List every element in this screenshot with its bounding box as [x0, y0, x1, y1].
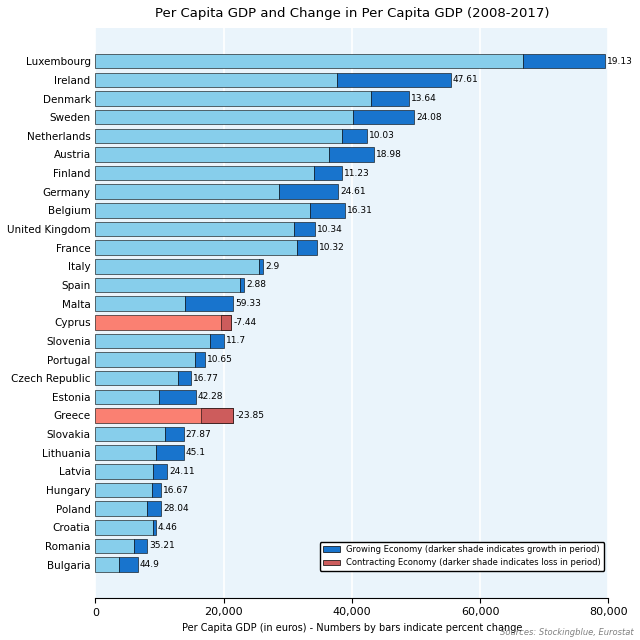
Bar — [200, 408, 234, 423]
Bar — [95, 483, 152, 497]
Bar — [221, 315, 232, 330]
Bar — [95, 539, 134, 553]
Bar — [153, 520, 156, 534]
Text: 45.1: 45.1 — [186, 448, 206, 457]
Bar — [342, 129, 367, 143]
Bar — [241, 278, 244, 292]
Bar — [95, 520, 153, 534]
Text: 2.88: 2.88 — [246, 280, 266, 289]
Text: -23.85: -23.85 — [236, 411, 264, 420]
Bar — [314, 166, 342, 180]
Text: 24.11: 24.11 — [169, 467, 195, 476]
Text: 16.77: 16.77 — [193, 374, 219, 383]
Text: 42.28: 42.28 — [198, 392, 223, 401]
Bar — [353, 110, 414, 124]
Text: 11.23: 11.23 — [344, 168, 369, 177]
Text: 59.33: 59.33 — [236, 299, 261, 308]
Text: 10.34: 10.34 — [317, 225, 342, 234]
Text: 47.61: 47.61 — [452, 76, 478, 84]
Text: 13.64: 13.64 — [411, 94, 436, 103]
Text: 4.46: 4.46 — [157, 523, 177, 532]
Bar — [95, 203, 310, 218]
Bar — [164, 427, 184, 442]
Bar — [210, 333, 223, 348]
Text: 18.98: 18.98 — [376, 150, 401, 159]
Bar — [95, 352, 195, 367]
Bar — [297, 241, 317, 255]
Title: Per Capita GDP and Change in Per Capita GDP (2008-2017): Per Capita GDP and Change in Per Capita … — [155, 7, 549, 20]
Bar — [153, 464, 167, 479]
Text: 35.21: 35.21 — [149, 541, 175, 550]
Bar — [95, 427, 164, 442]
Bar — [95, 278, 241, 292]
Text: -7.44: -7.44 — [234, 317, 257, 327]
Text: 24.61: 24.61 — [340, 188, 366, 196]
Bar — [95, 166, 314, 180]
Bar — [184, 296, 234, 311]
Bar — [152, 483, 161, 497]
Text: 19.13: 19.13 — [607, 57, 633, 66]
Bar — [330, 147, 374, 162]
Bar — [95, 54, 523, 68]
Bar — [95, 110, 353, 124]
Bar — [95, 296, 184, 311]
Bar — [95, 371, 177, 385]
Bar — [95, 464, 153, 479]
Text: 10.03: 10.03 — [369, 131, 395, 140]
Bar — [95, 221, 294, 236]
Text: 16.67: 16.67 — [163, 486, 189, 495]
Text: 44.9: 44.9 — [140, 560, 159, 569]
Bar — [95, 259, 259, 273]
Text: 10.65: 10.65 — [207, 355, 233, 364]
Bar — [134, 539, 147, 553]
Bar — [95, 390, 159, 404]
Bar — [523, 54, 605, 68]
Bar — [119, 557, 138, 572]
Bar — [310, 203, 345, 218]
Text: 2.9: 2.9 — [266, 262, 280, 271]
Bar — [177, 371, 191, 385]
Bar — [95, 129, 342, 143]
Text: 10.32: 10.32 — [319, 243, 345, 252]
Bar — [95, 408, 234, 423]
Bar — [147, 501, 161, 516]
Text: 16.31: 16.31 — [347, 206, 372, 215]
Text: 24.08: 24.08 — [416, 113, 442, 122]
Text: Sources: Stockingblue, Eurostat: Sources: Stockingblue, Eurostat — [500, 628, 634, 637]
Bar — [95, 333, 210, 348]
Bar — [259, 259, 264, 273]
Bar — [159, 390, 196, 404]
Text: 11.7: 11.7 — [226, 337, 246, 346]
Bar — [279, 184, 339, 199]
Text: 28.04: 28.04 — [163, 504, 189, 513]
Bar — [156, 445, 184, 460]
Legend: Growing Economy (darker shade indicates growth in period), Contracting Economy (: Growing Economy (darker shade indicates … — [319, 542, 604, 571]
Bar — [95, 241, 297, 255]
Bar — [95, 72, 337, 87]
Text: 27.87: 27.87 — [186, 429, 212, 438]
Bar — [95, 184, 279, 199]
Bar — [337, 72, 451, 87]
Bar — [95, 92, 371, 106]
Bar — [95, 147, 330, 162]
Bar — [371, 92, 409, 106]
Bar — [95, 557, 119, 572]
Bar — [95, 315, 232, 330]
Bar — [95, 445, 156, 460]
Bar — [95, 501, 147, 516]
Bar — [195, 352, 205, 367]
X-axis label: Per Capita GDP (in euros) - Numbers by bars indicate percent change: Per Capita GDP (in euros) - Numbers by b… — [182, 623, 522, 633]
Bar — [294, 221, 315, 236]
